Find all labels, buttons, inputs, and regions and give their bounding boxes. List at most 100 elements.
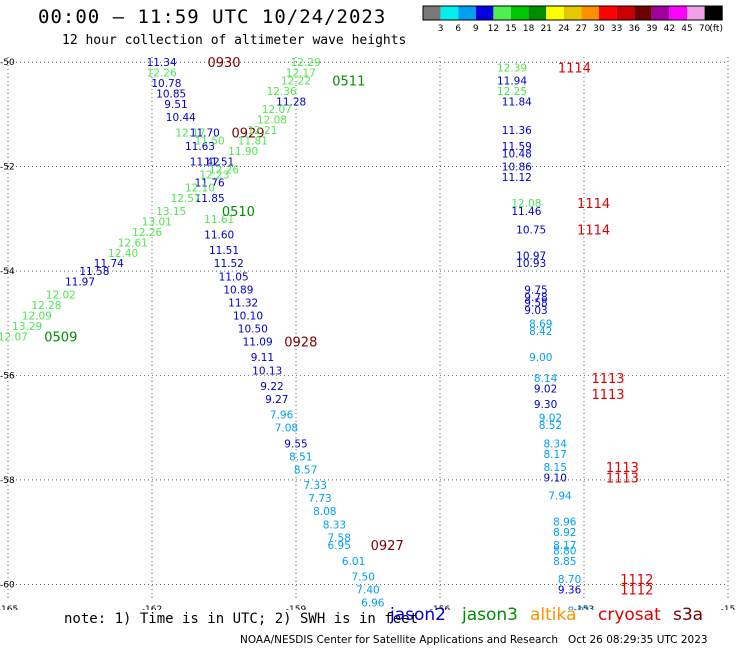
wave-height-value: 12.23 bbox=[199, 169, 229, 181]
pass-time-label: 1113 bbox=[606, 461, 639, 476]
wave-height-value: 12.17 bbox=[286, 68, 316, 80]
legend-tick-label: 33 bbox=[611, 24, 622, 34]
wave-height-plot: -50 -52 -54 -56 -58 -60 -165 -162 -159 -156 -153 -1… bbox=[0, 56, 736, 610]
pass-time-label: 1112 bbox=[620, 573, 653, 588]
legend-swatch bbox=[563, 6, 582, 20]
legend-tick-label: 15 bbox=[505, 24, 516, 34]
wave-height-value: 8.70 bbox=[558, 574, 581, 586]
legend-swatch bbox=[440, 6, 459, 20]
wave-height-value: 12.22 bbox=[281, 75, 311, 87]
y-tick-label: -52 bbox=[0, 163, 15, 173]
wave-height-value: 11.59 bbox=[502, 141, 532, 153]
legend-frame bbox=[422, 5, 723, 21]
legend-swatch bbox=[616, 6, 635, 20]
wave-height-value: 8.17 bbox=[544, 449, 567, 461]
x-tick-label: -165 bbox=[0, 605, 18, 610]
chart-title: 00:00 – 11:59 UTC 10/24/2023 bbox=[38, 6, 387, 28]
legend-tick-label: 18 bbox=[523, 24, 535, 34]
x-tick-label: -159 bbox=[286, 605, 307, 610]
wave-height-value: 11.61 bbox=[204, 214, 234, 226]
pass-time-label: 0509 bbox=[44, 330, 77, 345]
pass-time-label: 0510 bbox=[222, 205, 255, 220]
legend-tick-label: 9 bbox=[473, 24, 479, 34]
wave-height-value: 7.33 bbox=[304, 480, 327, 492]
wave-height-value: 12.40 bbox=[108, 248, 138, 260]
wave-height-value: 11.46 bbox=[511, 206, 541, 218]
wave-height-value: 9.78 bbox=[524, 292, 547, 304]
pass-time-label: 1113 bbox=[591, 388, 624, 403]
pass-time-label: 0928 bbox=[284, 336, 317, 351]
wave-height-value: 11.05 bbox=[219, 271, 249, 283]
wave-height-value: 9.27 bbox=[265, 394, 288, 406]
wave-height-value: 8.92 bbox=[553, 527, 576, 539]
wave-height-value: 10.78 bbox=[151, 78, 181, 90]
wave-height-value: 9.22 bbox=[260, 381, 283, 393]
wave-height-value: 11.76 bbox=[195, 177, 225, 189]
legend-swatch bbox=[687, 6, 705, 20]
wave-height-value: 7.73 bbox=[308, 493, 331, 505]
chart-subtitle: 12 hour collection of altimeter wave hei… bbox=[62, 33, 407, 48]
legend-satellite-jason2: jason2 bbox=[390, 605, 446, 625]
wave-height-value: 11.50 bbox=[195, 136, 225, 148]
wave-height-value: 8.42 bbox=[529, 326, 552, 338]
wave-height-value: 8.34 bbox=[544, 438, 568, 450]
wave-height-value: 9.00 bbox=[529, 352, 552, 364]
wave-height-value: 12.61 bbox=[118, 237, 148, 249]
legend-tick-label: 21 bbox=[540, 24, 551, 34]
wave-height-value: 8.52 bbox=[539, 420, 562, 432]
x-tick-label: -156 bbox=[430, 605, 451, 610]
wave-height-value: 12.25 bbox=[497, 86, 527, 98]
pass-time-label: 1114 bbox=[577, 223, 610, 238]
wave-height-value: 10.86 bbox=[502, 162, 532, 174]
wave-height-value: 8.80 bbox=[553, 545, 576, 557]
legend-tick-label: 39 bbox=[646, 24, 658, 34]
y-tick-label: -50 bbox=[0, 58, 15, 68]
wave-height-value: 11.74 bbox=[94, 258, 124, 270]
legend-swatch bbox=[704, 6, 723, 20]
color-scale-legend: 3 6 9 12 15 18 21 24 27 30 33 36 39 42 45 70 (ft) bbox=[422, 5, 723, 34]
legend-swatch bbox=[493, 6, 511, 20]
y-tick-label: -58 bbox=[0, 476, 15, 486]
wave-height-value: 11.32 bbox=[228, 297, 258, 309]
legend-swatch bbox=[599, 6, 617, 20]
legend-swatch bbox=[528, 6, 547, 20]
wave-height-value: 7.96 bbox=[270, 410, 294, 422]
wave-height-value: 13.01 bbox=[142, 216, 172, 228]
wave-height-value: 9.55 bbox=[284, 438, 307, 450]
legend-swatch bbox=[634, 6, 652, 20]
wave-height-value: 12.21 bbox=[247, 125, 277, 137]
wave-height-value: 12.26 bbox=[147, 68, 177, 80]
wave-height-value: 11.63 bbox=[185, 141, 215, 153]
y-tick-label: -56 bbox=[0, 371, 15, 381]
legend-swatch bbox=[546, 6, 564, 20]
wave-height-value: 9.10 bbox=[544, 472, 567, 484]
wave-height-value: 9.58 bbox=[524, 297, 547, 309]
wave-height-value: 12.36 bbox=[267, 86, 297, 98]
wave-height-value: 9.36 bbox=[558, 585, 582, 597]
wave-height-value: 9.02 bbox=[539, 412, 562, 424]
wave-height-value: 11.34 bbox=[147, 57, 177, 69]
legend-swatch bbox=[669, 6, 687, 20]
legend-swatch bbox=[475, 6, 494, 20]
pass-time-label: 1112 bbox=[620, 584, 653, 599]
legend-tick-label: 3 bbox=[438, 24, 444, 34]
wave-height-value: 11.84 bbox=[502, 96, 532, 108]
x-tick-label: -15 bbox=[721, 605, 736, 610]
wave-height-value: 11.28 bbox=[276, 96, 306, 108]
wave-height-value: 10.50 bbox=[238, 324, 268, 336]
legend-satellite-jason3: jason3 bbox=[462, 605, 518, 625]
track-jason3: 12.2912.1712.2212.3611.2812.0712.0812.21… bbox=[0, 57, 365, 345]
wave-height-value: 10.75 bbox=[516, 224, 546, 236]
pass-time-label: 1114 bbox=[577, 197, 610, 212]
wave-height-value: 11.51 bbox=[204, 156, 234, 168]
legend-satellite-s3a: s3a bbox=[673, 605, 704, 625]
wave-height-value: 11.42 bbox=[190, 156, 220, 168]
wave-height-value: 11.58 bbox=[79, 266, 109, 278]
wave-height-value: 10.48 bbox=[502, 149, 532, 161]
wave-height-value: 11.70 bbox=[190, 128, 220, 140]
pass-time-label: 0930 bbox=[207, 56, 240, 71]
wave-height-value: 7.50 bbox=[352, 572, 375, 584]
wave-height-value: 11.36 bbox=[502, 125, 532, 137]
x-tick-label: -153 bbox=[574, 605, 594, 610]
